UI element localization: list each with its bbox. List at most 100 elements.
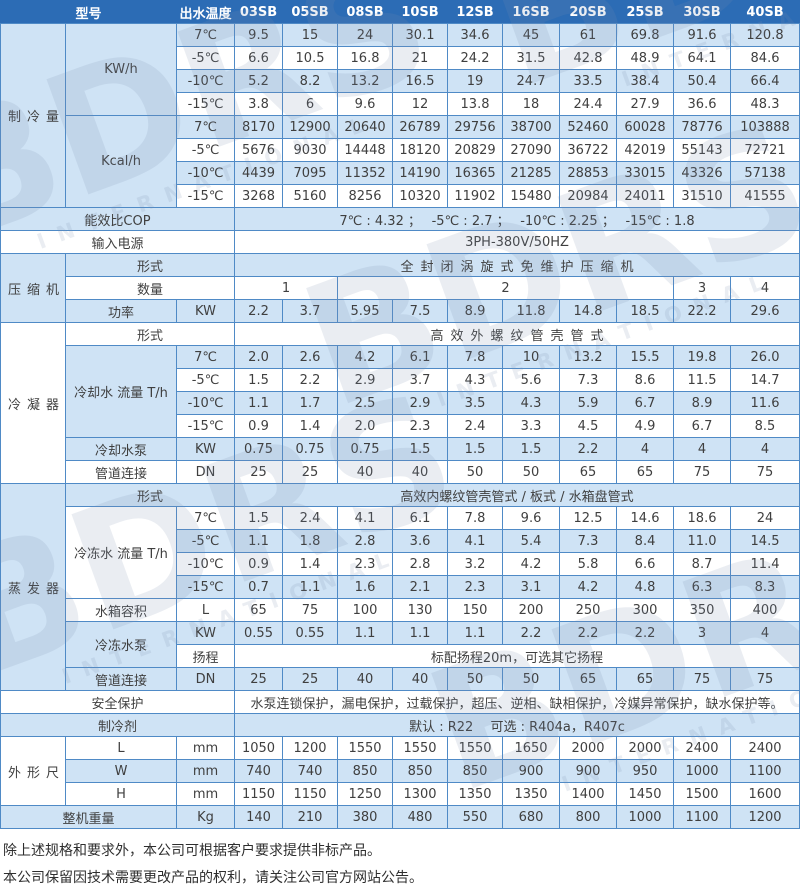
value-cell: 33015 (616, 161, 675, 185)
value-cell: 18.6 (673, 506, 732, 530)
value-cell: 1.8 (282, 529, 339, 553)
value-cell: 52460 (559, 115, 618, 139)
value-condenser-type: 高效外螺纹管壳管式 (234, 322, 800, 346)
value-cell: 6.6 (234, 46, 284, 70)
value-cell: 1.5 (502, 437, 561, 461)
value-cell: 5676 (234, 138, 284, 162)
temp-label: -5℃ (176, 529, 236, 553)
value-cell: 8170 (234, 115, 284, 139)
value-cell: 29.6 (730, 299, 800, 323)
value-refrigerant: 默认 : R22 可选 : R404a，R407c (234, 713, 800, 737)
value-cell: 2000 (616, 736, 675, 760)
temp-label: -15℃ (176, 92, 236, 116)
value-cell: 400 (730, 598, 800, 622)
value-cell: 24 (730, 506, 800, 530)
section-label-evaporator: 蒸发器 (0, 483, 66, 691)
value-cell: 24 (337, 23, 394, 47)
row-kw-m15c: -15℃ 3.8 6 9.6 12 13.8 18 24.4 27.9 36.6 48.3 (1, 92, 800, 116)
column-header-model: 12SB (447, 0, 504, 24)
value-cell: 2.0 (337, 414, 394, 438)
value-cell: 1350 (502, 782, 561, 806)
value-cell: 38.4 (616, 69, 675, 93)
value-cell: 1450 (616, 782, 675, 806)
value-cell: 50.4 (673, 69, 732, 93)
value-cell: 16.5 (392, 69, 449, 93)
value-cell: 34.6 (447, 23, 504, 47)
label-power-supply: 输入电源 (0, 230, 236, 254)
value-cell: 1550 (447, 736, 504, 760)
value-cell: 2.2 (234, 299, 284, 323)
value-cell: 1200 (730, 805, 800, 829)
value-cell: 41555 (730, 184, 800, 208)
row-kcal-m5c: -5℃ 5676 9030 14448 18120 20829 27090 36722 4201… (1, 138, 800, 162)
label-compressor-type: 形式 (64, 253, 236, 277)
value-cell: 0.7 (234, 575, 284, 599)
value-cell: 24.2 (447, 46, 504, 70)
value-cell: 42019 (616, 138, 675, 162)
column-header-model: 25SB (616, 0, 675, 24)
value-cell: 65 (234, 598, 284, 622)
value-cell: 5.8 (559, 552, 618, 576)
row-coolwater-7c: 冷却水 流量 T/h 7℃ 2.0 2.6 4.2 6.1 7.8 10 13.2 15.5 1… (1, 345, 800, 438)
value-cell: 7.3 (559, 368, 618, 392)
value-cell: 4.2 (502, 552, 561, 576)
temp-label: -15℃ (176, 575, 236, 599)
temp-label: -5℃ (176, 138, 236, 162)
label-length: L (64, 736, 178, 760)
value-cell: 850 (337, 759, 394, 783)
row-pump-lift: 扬程 标配扬程20m，可选其它扬程 (1, 644, 800, 668)
value-cell: 65 (616, 460, 675, 484)
value-pump-lift: 标配扬程20m，可选其它扬程 (234, 644, 800, 668)
value-cell: 1150 (234, 782, 284, 806)
value-cell: 12 (392, 92, 449, 116)
value-cell: 16365 (447, 161, 504, 185)
row-dim-length: 外形尺寸 L mm 105012001550155015501650200020… (0, 736, 800, 806)
value-cell: 60028 (616, 115, 675, 139)
value-cell: 2.2 (559, 437, 618, 461)
value-cell: 8.3 (730, 575, 800, 599)
value-cell: 350 (673, 598, 732, 622)
value-cell: 45 (502, 23, 561, 47)
row-chillwater-m5c: -5℃ 1.1 1.8 2.8 3.6 4.1 5.4 7.3 8.4 11.0 14.5 (1, 529, 800, 553)
value-cell: 40 (337, 667, 394, 691)
value-cell: 27090 (502, 138, 561, 162)
value-cell: 1000 (616, 805, 675, 829)
label-refrigerant: 制冷剂 (0, 713, 236, 737)
value-cell: 8.4 (616, 529, 675, 553)
value-cell: 2 (337, 276, 675, 300)
value-cell: 19 (447, 69, 504, 93)
value-cell: 2.4 (282, 506, 339, 530)
value-cell: 1.1 (234, 529, 284, 553)
value-cell: 24.7 (502, 69, 561, 93)
unit-label-mm: mm (176, 782, 236, 806)
value-cell: 25 (234, 667, 284, 691)
section-label-dimensions: 外形尺寸 (0, 736, 66, 806)
row-kw-m10c: -10℃ 5.2 8.2 13.2 16.5 19 24.7 33.5 38.4 50.4 66.4 (1, 69, 800, 93)
value-cell: 2.5 (337, 391, 394, 415)
row-kcal-m15c: -15℃ 3268 5160 8256 10320 11902 15480 20984 2401… (1, 184, 800, 208)
header-outlet-temp-label: 出水温度 (176, 0, 236, 24)
temp-label: -15℃ (176, 184, 236, 208)
label-pipe-connection: 管道连接 (64, 667, 178, 691)
value-cell: 22.2 (673, 299, 732, 323)
value-cell: 6.7 (616, 391, 675, 415)
value-cell: 3 (673, 276, 732, 300)
row-kw-m5c: -5℃ 6.6 10.5 16.8 21 24.2 31.5 42.8 48.9 64.1 84.6 (1, 46, 800, 70)
value-cell: 75 (282, 598, 339, 622)
value-cell: 1600 (730, 782, 800, 806)
value-cell: 3 (673, 621, 732, 645)
label-chilled-water-flow: 冷冻水 流量 T/h (64, 506, 178, 599)
footer-note-1: 除上述规格和要求外，本公司可根据客户要求提供非标产品。 (3, 843, 381, 859)
temp-label: -10℃ (176, 69, 236, 93)
value-cell: 14.6 (616, 506, 675, 530)
value-cell: 2.3 (337, 552, 394, 576)
value-cell: 1.1 (447, 621, 504, 645)
unit-label-dn: DN (176, 667, 236, 691)
row-evaporator-type: 蒸发器 形式 高效内螺纹管壳管式 / 板式 / 水箱盘管式 (0, 483, 800, 691)
value-cell: 0.75 (282, 437, 339, 461)
column-header-model: 10SB (392, 0, 449, 24)
value-cell: 66.4 (730, 69, 800, 93)
value-cell: 8.6 (616, 368, 675, 392)
value-cell: 4.2 (559, 575, 618, 599)
unit-label-kg: Kg (176, 805, 236, 829)
